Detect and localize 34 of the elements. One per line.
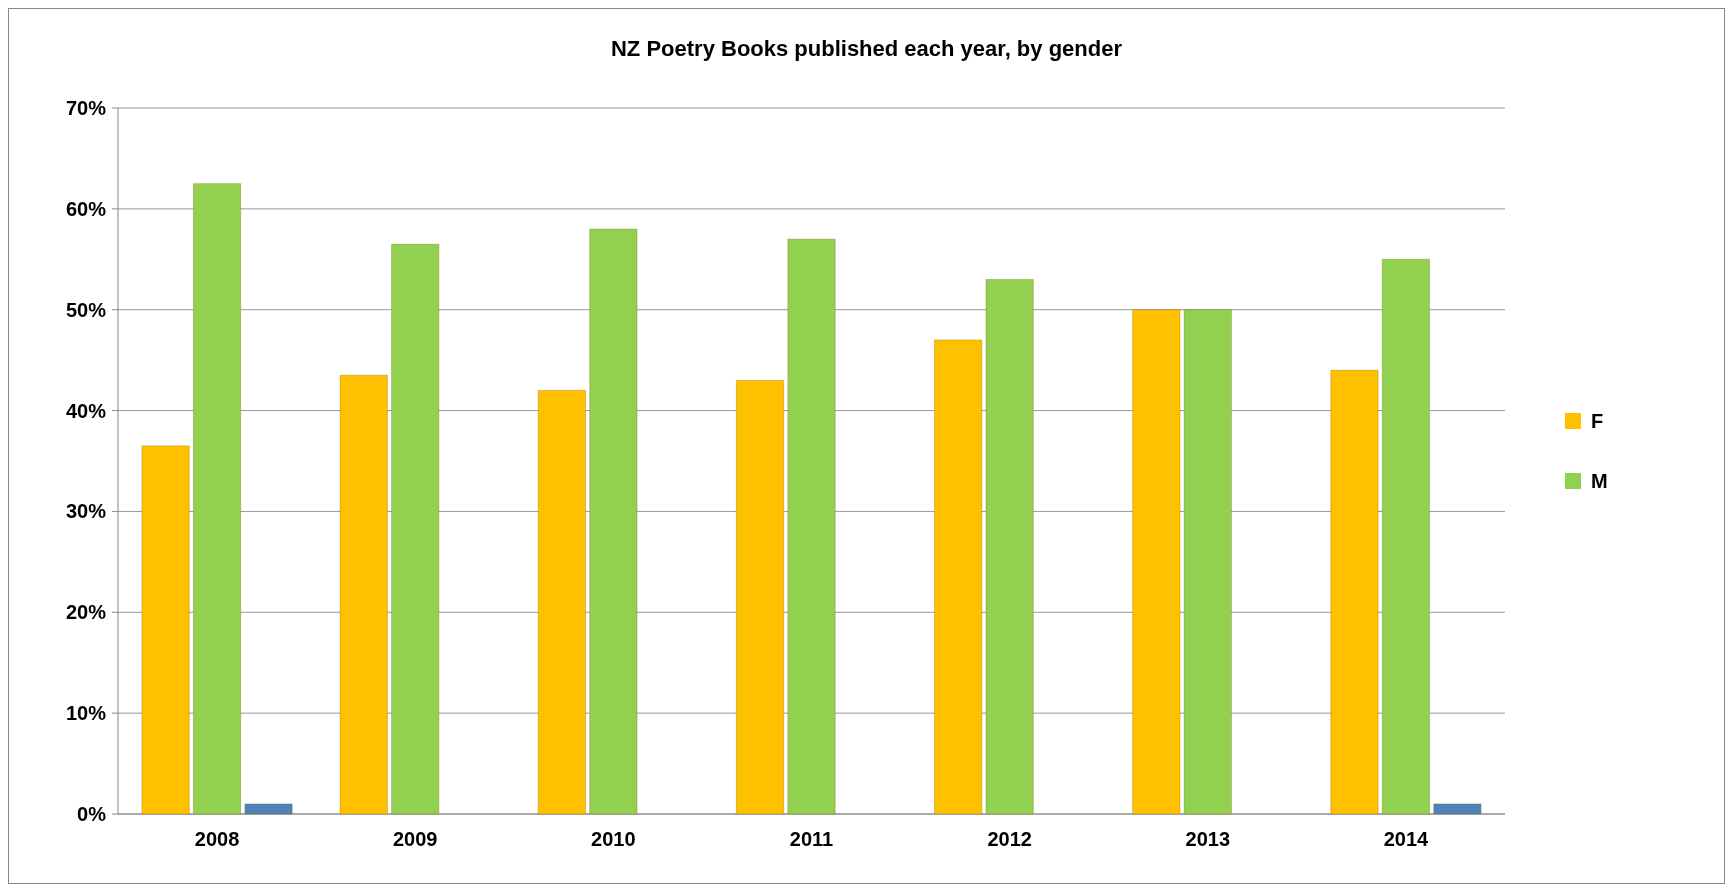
bar (1433, 803, 1482, 815)
chart-title: NZ Poetry Books published each year, by gender (610, 36, 1123, 61)
x-tick-label: 2011 (789, 828, 834, 850)
x-tick-label: 2010 (591, 828, 636, 850)
bar (1330, 369, 1379, 815)
y-tick-label: 50% (65, 298, 107, 321)
legend-label: M (1591, 470, 1608, 492)
bar (537, 389, 587, 815)
x-tick-label: 2013 (1185, 828, 1231, 850)
y-tick-label: 60% (65, 197, 107, 220)
y-tick-label: 40% (65, 399, 107, 422)
bar (787, 238, 836, 815)
y-tick-label: 70% (65, 97, 107, 119)
bar (934, 339, 983, 815)
x-tick-label: 2014 (1383, 828, 1430, 850)
y-tick-label: 30% (65, 500, 107, 523)
bar (391, 243, 440, 815)
bar (244, 803, 293, 815)
x-tick-label: 2008 (194, 828, 240, 850)
bar (589, 228, 638, 815)
bar (1381, 258, 1431, 815)
bar (192, 183, 242, 815)
x-tick-label: 2012 (987, 828, 1032, 850)
bar (141, 445, 190, 815)
y-tick-label: 0% (77, 803, 107, 825)
y-tick-label: 10% (65, 702, 107, 725)
bar (985, 278, 1034, 815)
bar (339, 374, 388, 815)
x-tick-label: 2009 (392, 828, 438, 850)
y-tick-label: 20% (65, 601, 107, 624)
legend-label: F (1591, 410, 1604, 432)
bar (1132, 309, 1181, 815)
bar (1183, 309, 1232, 815)
bar (735, 379, 785, 815)
